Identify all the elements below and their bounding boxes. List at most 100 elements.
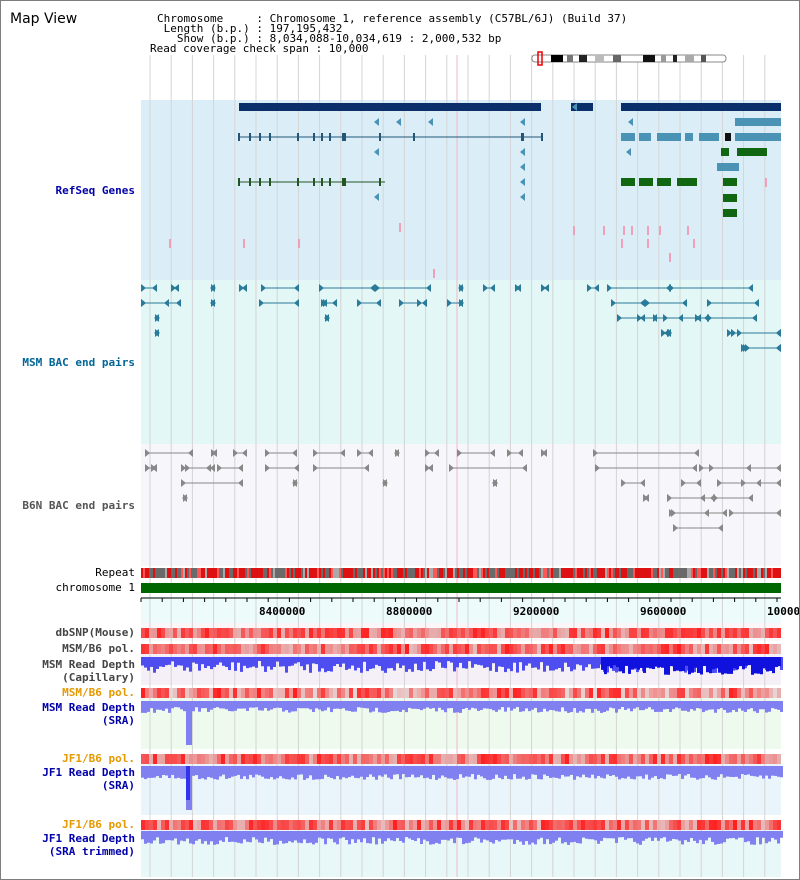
- heat-cell: [757, 628, 761, 638]
- repeat-segment: [715, 568, 717, 578]
- track-label-msm-b6-pol-2[interactable]: MSM/B6 pol.: [62, 686, 135, 699]
- heat-cell: [297, 628, 301, 638]
- track-label-jf1-b6-pol[interactable]: JF1/B6 pol.: [62, 752, 135, 765]
- heat-cell: [717, 820, 721, 830]
- repeat-segment: [151, 568, 153, 578]
- heat-cell: [285, 820, 289, 830]
- depth-bar: [399, 831, 402, 841]
- depth-bar: [705, 701, 708, 711]
- repeat-segment: [575, 568, 577, 578]
- heat-cell: [433, 754, 437, 764]
- heat-cell: [349, 688, 353, 698]
- heat-cell: [157, 754, 161, 764]
- repeat-segment: [285, 568, 287, 578]
- bac-end: [593, 449, 598, 457]
- heat-cell: [337, 688, 341, 698]
- depth-bar: [672, 831, 675, 839]
- repeat-segment: [245, 568, 247, 578]
- heat-cell: [281, 820, 285, 830]
- depth-bar: [594, 657, 597, 669]
- track-label-jf1-depth-sra[interactable]: JF1 Read Depth: [42, 766, 135, 779]
- repeat-segment: [687, 568, 689, 578]
- depth-bar: [324, 701, 327, 711]
- heat-cell: [357, 820, 361, 830]
- repeat-segment: [553, 568, 555, 578]
- bac-end: [645, 299, 650, 307]
- depth-bar: [270, 657, 273, 670]
- depth-bar: [168, 766, 171, 779]
- bac-end: [428, 464, 433, 472]
- track-label-msm-bac[interactable]: MSM BAC end pairs: [22, 356, 135, 369]
- heat-cell: [177, 688, 181, 698]
- heat-cell: [477, 688, 481, 698]
- repeat-segment: [299, 568, 301, 578]
- repeat-segment: [605, 568, 607, 578]
- depth-bar: [477, 657, 480, 665]
- depth-bar: [444, 766, 447, 778]
- depth-bar: [159, 831, 162, 844]
- depth-bar: [522, 831, 525, 845]
- depth-bar: [714, 766, 717, 780]
- gene-arrow: [520, 163, 525, 171]
- gene-model: [571, 103, 593, 111]
- track-label-refseq-genes[interactable]: RefSeq Genes: [55, 184, 135, 197]
- depth-bar: [153, 831, 156, 841]
- depth-bar: [264, 701, 267, 709]
- depth-bar: [351, 766, 354, 776]
- depth-bar: [588, 657, 591, 665]
- repeat-segment: [457, 568, 459, 578]
- repeat-segment: [227, 568, 229, 578]
- repeat-segment: [573, 568, 575, 578]
- depth-bar: [747, 766, 750, 775]
- heat-cell: [721, 644, 725, 654]
- track-label-msm-b6-pol[interactable]: MSM/B6 pol.: [62, 642, 135, 655]
- track-label-msm-depth-capillary[interactable]: MSM Read Depth: [42, 658, 135, 671]
- bac-end: [182, 494, 187, 502]
- heat-cell: [765, 688, 769, 698]
- track-label-msm-depth-sra[interactable]: MSM Read Depth: [42, 701, 135, 714]
- heat-cell: [729, 628, 733, 638]
- depth-bar: [222, 831, 225, 842]
- depth-bar: [699, 831, 702, 840]
- track-label-jf1-depth-trimmed[interactable]: JF1 Read Depth: [42, 832, 135, 845]
- depth-bar: [745, 657, 748, 666]
- heat-cell: [597, 644, 601, 654]
- heat-cell: [573, 644, 577, 654]
- depth-bar: [297, 766, 300, 775]
- depth-bar: [768, 701, 771, 712]
- heat-cell: [733, 644, 737, 654]
- gene-exon: [259, 178, 261, 186]
- gene-exon: [379, 133, 381, 141]
- track-label-dbsnp[interactable]: dbSNP(Mouse): [55, 626, 135, 639]
- depth-bar: [186, 657, 189, 668]
- depth-bar: [393, 766, 396, 775]
- depth-bar: [681, 701, 684, 711]
- repeat-segment: [327, 568, 329, 578]
- depth-bar: [219, 657, 222, 663]
- depth-bar: [648, 831, 651, 838]
- heat-cell: [485, 754, 489, 764]
- depth-bar: [585, 701, 588, 709]
- depth-bar: [171, 766, 174, 775]
- depth-bar: [750, 766, 753, 776]
- heat-cell: [697, 754, 701, 764]
- track-label-jf1-b6-pol-2[interactable]: JF1/B6 pol.: [62, 818, 135, 831]
- depth-bar: [621, 701, 624, 708]
- heat-cell: [301, 688, 305, 698]
- heat-cell: [717, 644, 721, 654]
- depth-bar: [660, 701, 663, 712]
- depth-bar: [648, 766, 651, 780]
- track-label-b6n-bac[interactable]: B6N BAC end pairs: [22, 499, 135, 512]
- repeat-segment: [601, 568, 603, 578]
- gene-exon: [342, 178, 346, 186]
- depth-bar: [342, 701, 345, 709]
- repeat-segment: [307, 568, 309, 578]
- depth-bar: [756, 701, 759, 713]
- heat-cell: [705, 688, 709, 698]
- axis-tick-label: 8800000: [386, 605, 433, 618]
- minor-feature: [573, 226, 575, 235]
- heat-cell: [709, 820, 713, 830]
- heat-cell: [245, 754, 249, 764]
- depth-bar: [345, 831, 348, 841]
- bac-end: [265, 449, 270, 457]
